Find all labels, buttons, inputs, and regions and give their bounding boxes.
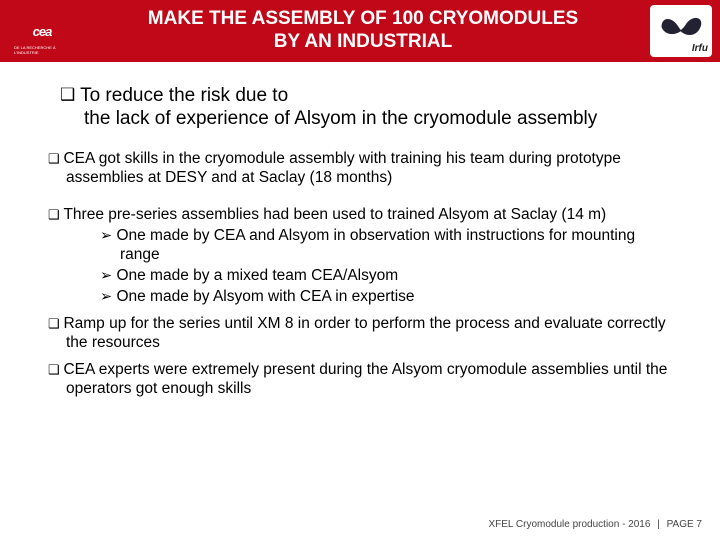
footer-page: PAGE 7 (667, 519, 702, 530)
bullet-1: CEA got skills in the cryomodule assembl… (42, 150, 678, 188)
bullet-list: CEA got skills in the cryomodule assembl… (42, 150, 678, 398)
infinity-icon (652, 7, 710, 47)
cea-logo-text: cea (33, 24, 52, 39)
slide-title-line2: BY AN INDUSTRIAL (84, 31, 642, 54)
bullet-2-sub2: One made by a mixed team CEA/Alsyom (42, 267, 678, 286)
intro-line1: To reduce the risk due to (60, 84, 678, 107)
slide-header: cea DE LA RECHERCHE À L'INDUSTRIE MAKE T… (0, 0, 720, 62)
slide-body: To reduce the risk due to the lack of ex… (0, 62, 720, 398)
cea-logo-subtext: DE LA RECHERCHE À L'INDUSTRIE (14, 45, 76, 55)
intro-block: To reduce the risk due to the lack of ex… (60, 84, 678, 130)
intro-line2: the lack of experience of Alsyom in the … (84, 107, 678, 130)
slide-title-line1: MAKE THE ASSEMBLY OF 100 CRYOMODULES (84, 8, 642, 31)
title-container: MAKE THE ASSEMBLY OF 100 CRYOMODULES BY … (76, 8, 650, 54)
footer-separator: | (657, 519, 660, 530)
irfu-logo: Irfu (650, 5, 712, 57)
footer-text: XFEL Cryomodule production - 2016 (488, 519, 650, 530)
slide-footer: XFEL Cryomodule production - 2016 | PAGE… (488, 519, 702, 530)
cea-logo: cea DE LA RECHERCHE À L'INDUSTRIE (8, 5, 76, 57)
bullet-2-sub1: One made by CEA and Alsyom in observatio… (42, 227, 678, 265)
irfu-logo-text: Irfu (692, 43, 708, 54)
bullet-4: CEA experts were extremely present durin… (42, 361, 678, 399)
bullet-2-sub3: One made by Alsyom with CEA in expertise (42, 288, 678, 307)
bullet-3: Ramp up for the series until XM 8 in ord… (42, 315, 678, 353)
bullet-2: Three pre-series assemblies had been use… (42, 206, 678, 225)
